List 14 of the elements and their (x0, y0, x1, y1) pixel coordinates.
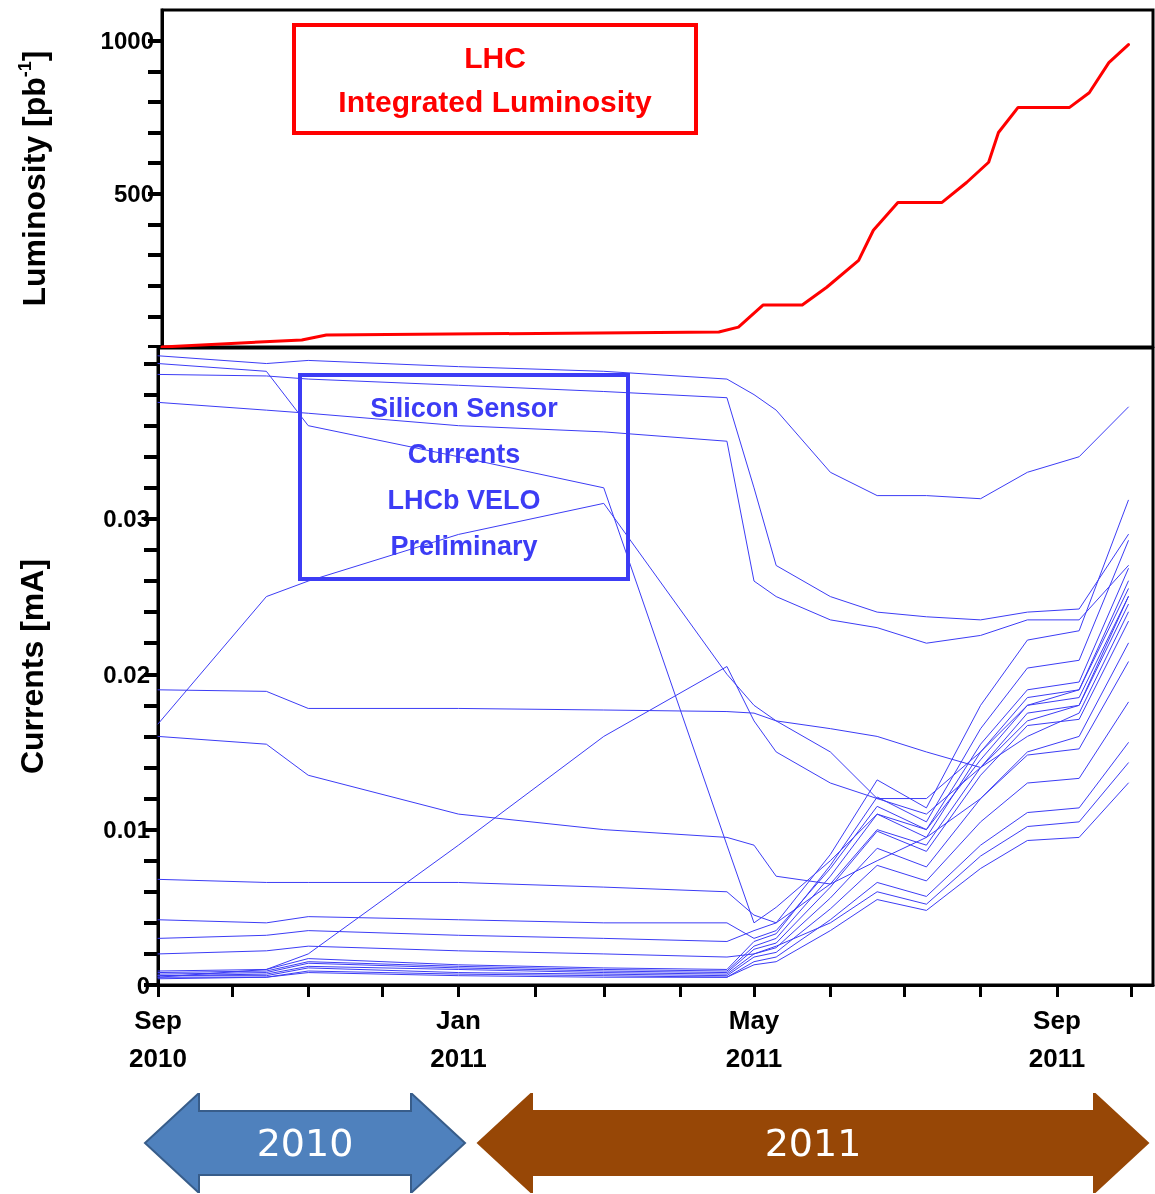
y-axis-title: Luminosity [pb-1] (15, 50, 52, 307)
y-tick-label: 1000 (100, 27, 154, 55)
y-tick-label: 0.01 (103, 816, 150, 844)
text: 2011 (764, 1121, 862, 1165)
y-tick-label: 0.02 (103, 660, 150, 688)
x-tick-label: Sep 2011 (1028, 1005, 1086, 1073)
y-tick-label: 0.03 (103, 505, 150, 533)
x-tick-label: Jan 2011 (430, 1005, 487, 1073)
x-tick-label: May 2011 (725, 1005, 783, 1073)
y-axis-title: Currents [mA] (14, 558, 50, 775)
text: LHC Integrated Luminosity (338, 40, 652, 118)
y-tick-label: 500 (113, 180, 154, 208)
text: 2010 (256, 1121, 354, 1165)
x-tick-label: Sep 2010 (129, 1005, 187, 1073)
